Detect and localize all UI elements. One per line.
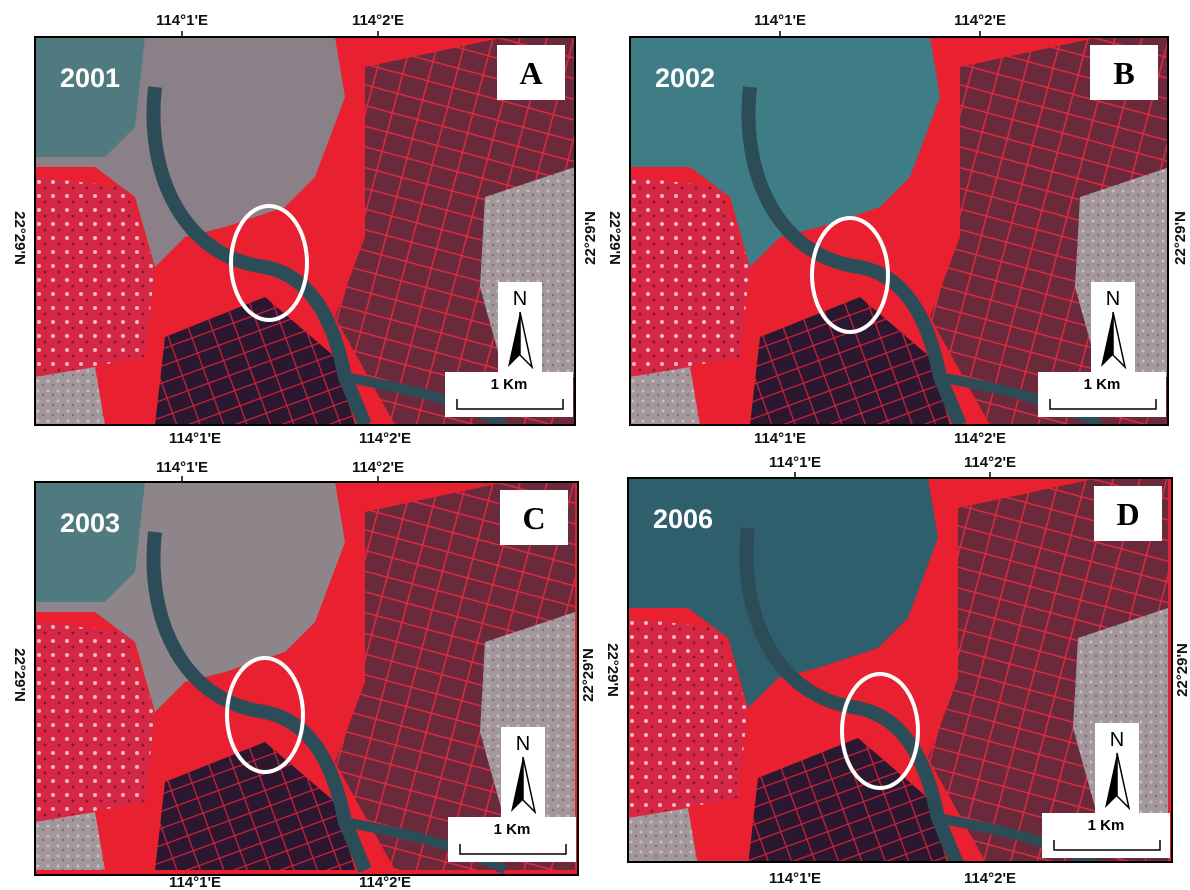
scale-label: 1 Km: [494, 821, 531, 838]
bottom-coordinate: 114°1'E: [169, 430, 221, 447]
bottom-coordinate: 114°2'E: [954, 430, 1006, 447]
figure: 2001 A N 1 Km 114°1'E 114°1'E 114°2'E 114°2'E 22…: [0, 0, 1190, 890]
bottom-coordinate: 114°2'E: [964, 870, 1016, 887]
bottom-coordinate: 114°1'E: [769, 870, 821, 887]
map-panel: 2002 B N 1 Km: [630, 37, 1170, 425]
map-panel: 2003 C N 1 Km: [35, 482, 578, 875]
satellite-image: [628, 478, 1172, 866]
scale-label: 1 Km: [1088, 817, 1125, 834]
year-label: 2003: [60, 508, 120, 538]
bottom-coordinate: 114°2'E: [359, 874, 411, 890]
panel-letter: B: [1113, 55, 1134, 91]
urban-bottom-left: [35, 367, 105, 425]
scale-label: 1 Km: [1084, 376, 1121, 393]
right-coordinate: 22°29'N: [1172, 211, 1189, 265]
top-coordinate: 114°1'E: [769, 454, 821, 471]
right-coordinate: 22°29'N: [1174, 643, 1190, 697]
panel-letter: D: [1116, 496, 1139, 532]
map-panel: 2001 A N 1 Km: [35, 37, 575, 425]
north-label: N: [1110, 729, 1124, 751]
scale-label: 1 Km: [491, 376, 528, 393]
satellite-image: [35, 37, 575, 425]
left-coordinate: 22°29'N: [604, 643, 621, 697]
panel-letter: C: [522, 500, 545, 536]
top-coordinate: 114°2'E: [964, 454, 1016, 471]
bottom-coordinate: 114°2'E: [359, 430, 411, 447]
urban-bottom-left: [35, 812, 105, 870]
bottom-coordinate: 114°1'E: [169, 874, 221, 890]
north-label: N: [1106, 288, 1120, 310]
north-label: N: [513, 288, 527, 310]
bottom-coordinate: 114°1'E: [754, 430, 806, 447]
top-coordinate: 114°1'E: [156, 459, 208, 476]
top-coordinate: 114°2'E: [954, 12, 1006, 29]
map-panel: 2006 D N 1 Km: [628, 478, 1172, 866]
year-label: 2001: [60, 63, 120, 93]
top-coordinate: 114°1'E: [754, 12, 806, 29]
satellite-image: [630, 37, 1170, 425]
left-coordinate: 22°29'N: [11, 211, 28, 265]
north-label: N: [516, 733, 530, 755]
top-coordinate: 114°1'E: [156, 12, 208, 29]
year-label: 2006: [653, 504, 713, 534]
right-coordinate: 22°29'N: [580, 648, 597, 702]
urban-bottom-left: [630, 367, 700, 425]
top-coordinate: 114°2'E: [352, 459, 404, 476]
left-coordinate: 22°29'N: [606, 211, 623, 265]
panel-letter: A: [519, 55, 542, 91]
top-coordinate: 114°2'E: [352, 12, 404, 29]
satellite-image: [35, 482, 578, 875]
urban-bottom-left: [628, 808, 698, 866]
left-coordinate: 22°29'N: [11, 648, 28, 702]
right-coordinate: 22°29'N: [582, 211, 599, 265]
year-label: 2002: [655, 63, 715, 93]
